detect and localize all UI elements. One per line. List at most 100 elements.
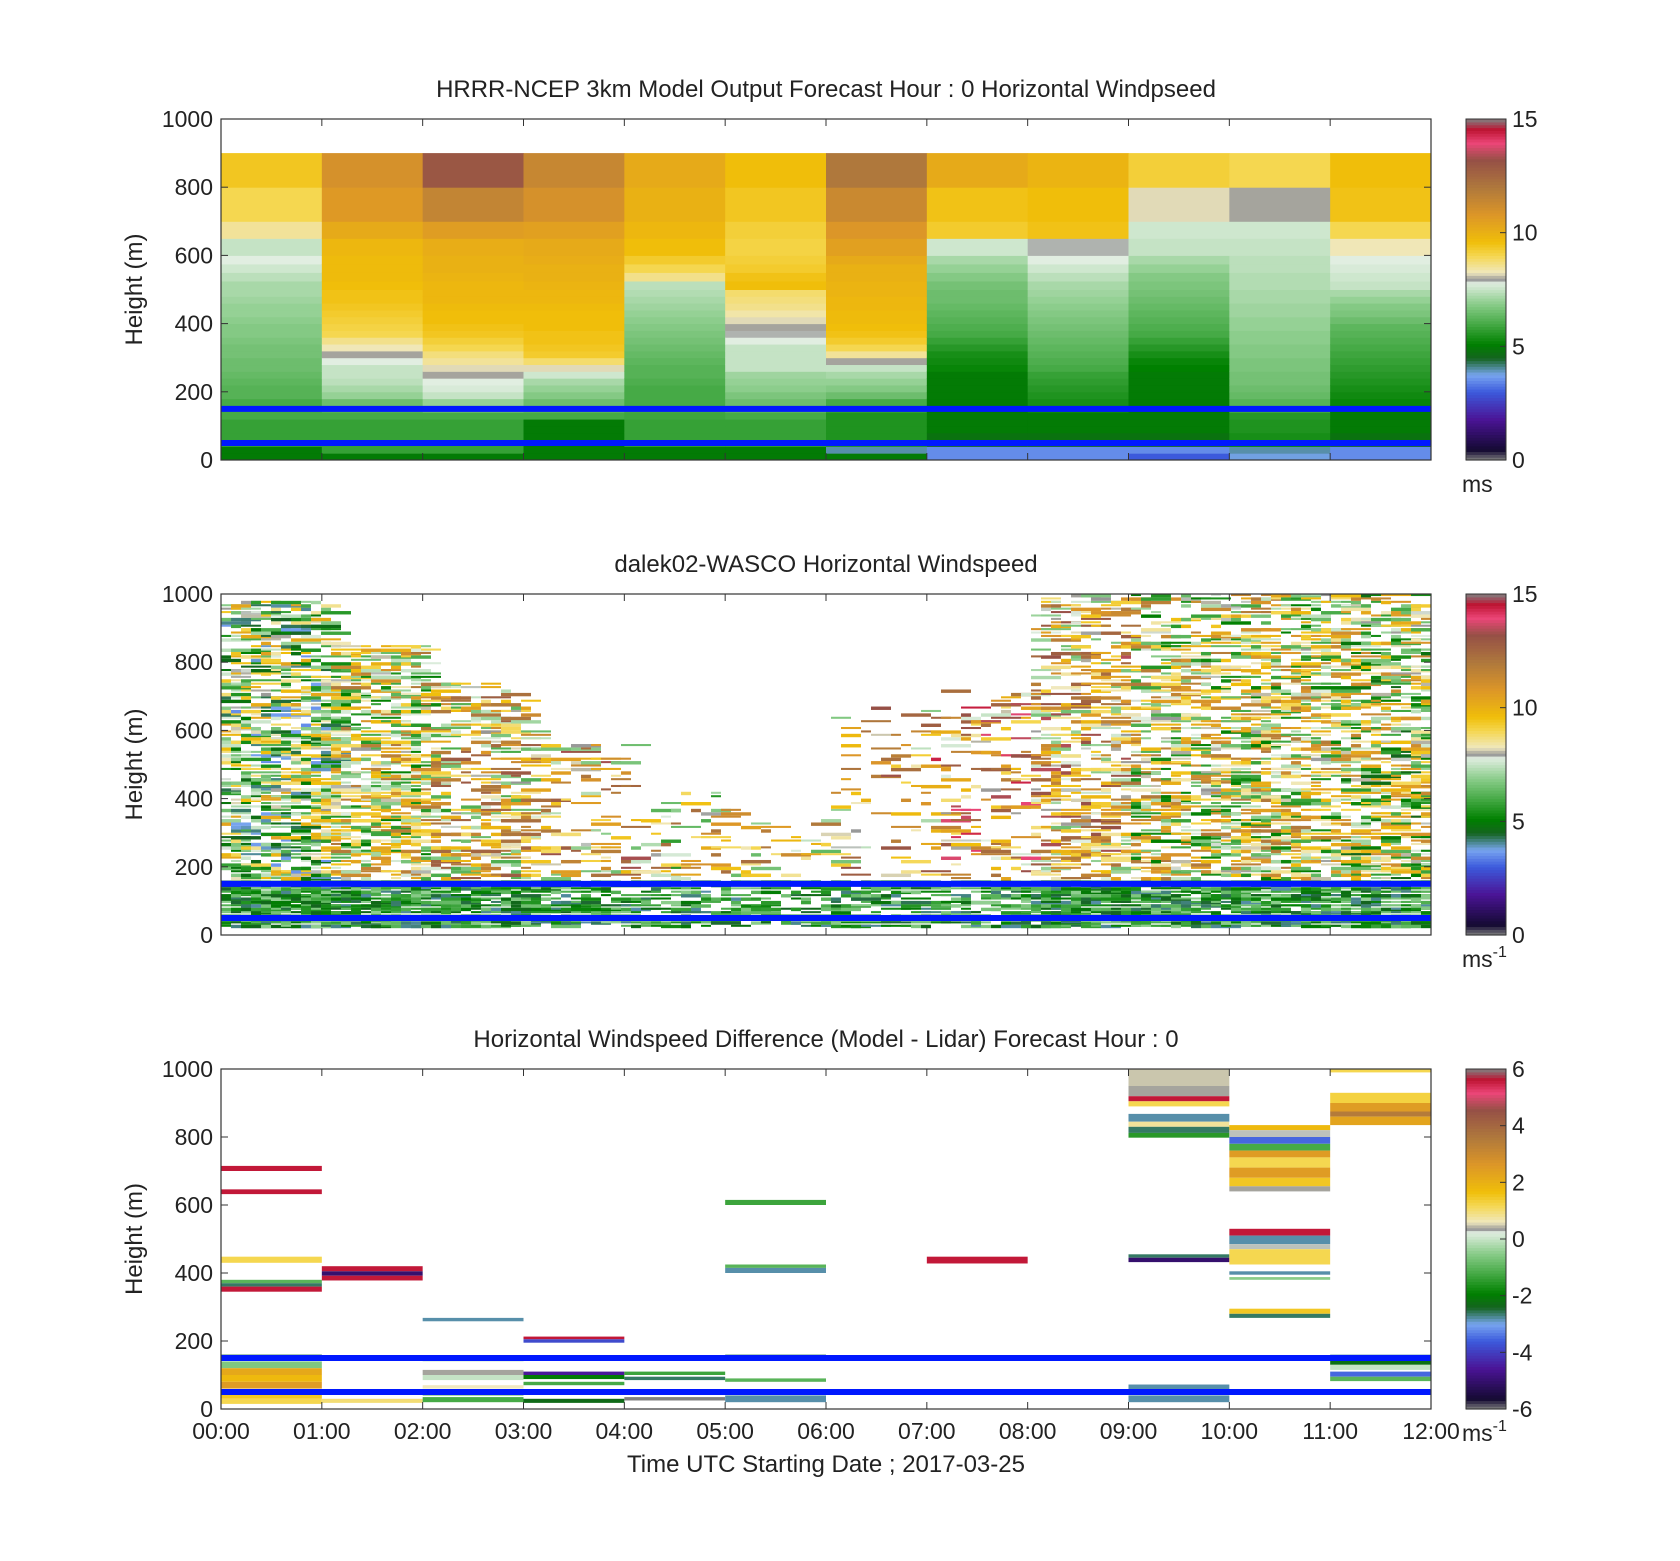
lidar-cell	[221, 716, 251, 719]
lidar-cell	[231, 791, 241, 794]
lidar-cell	[361, 730, 391, 733]
lidar-cell	[421, 812, 431, 816]
model-cell	[1330, 432, 1431, 441]
model-cell	[1229, 272, 1331, 282]
lidar-cell	[251, 682, 281, 685]
model-cell	[826, 337, 928, 345]
colorbar-swatch	[1466, 221, 1506, 225]
lidar-cell	[1251, 662, 1261, 665]
lidar-cell	[1191, 795, 1201, 799]
lidar-cell	[431, 795, 451, 799]
lidar-cell	[571, 921, 581, 924]
lidar-cell	[281, 703, 291, 707]
lidar-cell	[1051, 887, 1061, 891]
lidar-cell	[961, 716, 981, 721]
lidar-cell	[1321, 716, 1331, 719]
lidar-cell	[421, 696, 431, 699]
lidar-cell	[361, 686, 371, 690]
lidar-cell	[281, 859, 291, 863]
lidar-cell	[571, 750, 601, 753]
lidar-cell	[1111, 709, 1121, 714]
lidar-cell	[941, 778, 971, 782]
model-cell	[1330, 323, 1431, 331]
lidar-cell	[1341, 611, 1351, 614]
lidar-cell	[1041, 856, 1051, 860]
lidar-cell	[1051, 778, 1061, 782]
colorbar-swatch	[1466, 119, 1506, 123]
lidar-cell	[411, 744, 421, 747]
model-cell	[1229, 289, 1331, 297]
lidar-cell	[521, 877, 531, 880]
lidar-cell	[1051, 713, 1071, 716]
lidar-cell	[1121, 839, 1131, 842]
lidar-cell	[931, 907, 951, 910]
model-cell	[1229, 187, 1331, 222]
lidar-cell	[371, 802, 401, 806]
lidar-cell	[891, 764, 901, 768]
lidar-cell	[1271, 832, 1281, 837]
lidar-cell	[831, 900, 841, 903]
lidar-cell	[231, 723, 241, 727]
lidar-cell	[311, 781, 341, 785]
colorbar-swatch	[1466, 312, 1506, 316]
lidar-cell	[441, 757, 471, 762]
lidar-cell	[611, 897, 631, 901]
lidar-cell	[1301, 679, 1311, 682]
lidar-cell	[871, 706, 891, 710]
lidar-cell	[241, 866, 271, 871]
model-cell	[1128, 221, 1230, 239]
lidar-cell	[1261, 628, 1281, 632]
lidar-cell	[1371, 900, 1381, 903]
lidar-cell	[221, 733, 241, 736]
lidar-cell	[301, 856, 311, 860]
lidar-cell	[231, 839, 241, 843]
model-cell	[221, 453, 323, 460]
lidar-cell	[451, 924, 461, 929]
lidar-cell	[1231, 870, 1241, 874]
model-cell	[926, 350, 1029, 359]
lidar-cell	[241, 829, 251, 832]
lidar-cell	[1101, 846, 1131, 849]
lidar-cell	[471, 921, 481, 925]
lidar-cell	[351, 897, 361, 900]
lidar-cell	[1151, 856, 1171, 860]
model-cell	[1128, 289, 1230, 297]
lidar-cell	[261, 634, 271, 637]
lidar-cell	[381, 767, 391, 770]
model-cell	[1229, 316, 1331, 325]
model-cell	[523, 391, 625, 400]
lidar-cell	[1191, 699, 1221, 704]
lidar-cell	[1241, 795, 1251, 799]
lidar-cell	[241, 877, 271, 880]
lidar-cell	[941, 873, 971, 876]
model-cell	[221, 391, 323, 400]
model-cell	[221, 221, 323, 239]
lidar-cell	[311, 774, 321, 777]
model-cell	[624, 337, 726, 345]
lidar-cell	[281, 853, 291, 857]
lidar-cell	[1041, 904, 1051, 908]
lidar-cell	[1351, 754, 1371, 757]
lidar-cell	[1211, 781, 1221, 785]
lidar-cell	[431, 822, 451, 825]
lidar-cell	[521, 788, 551, 792]
lidar-cell	[741, 873, 771, 878]
lidar-cell	[301, 812, 311, 815]
lidar-cell	[1031, 859, 1051, 863]
lidar-cell	[1201, 750, 1211, 755]
lidar-cell	[381, 771, 411, 774]
model-cell	[624, 384, 726, 393]
lidar-cell	[1261, 750, 1271, 753]
lidar-cell	[1141, 832, 1151, 835]
lidar-cell	[1111, 774, 1141, 777]
lidar-cell	[1171, 802, 1181, 806]
lidar-cell	[251, 696, 261, 699]
lidar-cell	[1131, 607, 1151, 610]
lidar-cell	[271, 607, 281, 612]
model-cell	[926, 263, 1029, 273]
model-cell	[321, 432, 424, 441]
lidar-cell	[421, 737, 431, 741]
lidar-cell	[491, 791, 501, 794]
model-cell	[422, 453, 524, 460]
lidar-cell	[731, 904, 741, 907]
